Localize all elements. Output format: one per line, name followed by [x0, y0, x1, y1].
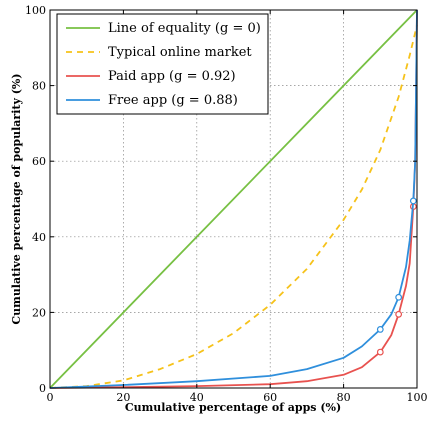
series-marker-3 — [376, 326, 384, 333]
y-tick-label: 100 — [25, 4, 46, 17]
y-axis-title: Cumulative percentage of popularity (%) — [10, 73, 23, 324]
series-marker-3 — [409, 197, 417, 205]
x-tick-label: 20 — [116, 391, 130, 404]
plot-frame — [49, 9, 418, 389]
x-tick-label: 0 — [47, 391, 54, 404]
series-marker-2 — [395, 310, 403, 318]
ticks — [49, 9, 418, 389]
series-layer — [49, 9, 418, 389]
legend-label-2: Paid app (g = 0.92) — [108, 69, 236, 84]
legend-label-1: Typical online market — [108, 45, 252, 60]
series-line-1 — [49, 24, 418, 389]
x-tick-label: 40 — [190, 391, 204, 404]
series-marker-2 — [376, 348, 384, 356]
x-tick-label: 60 — [263, 391, 277, 404]
legend-label-3: Free app (g = 0.88) — [108, 93, 238, 108]
legend-box — [56, 13, 269, 115]
legend: Line of equality (g = 0) Typical online m… — [56, 13, 269, 115]
y-tick-label: 20 — [32, 306, 46, 319]
x-axis-title: Cumulative percentage of apps (%) — [125, 401, 341, 414]
series-marker-3 — [395, 293, 403, 301]
x-tick-label: 100 — [407, 391, 427, 404]
series-line-0 — [49, 9, 418, 389]
y-tick-label: 60 — [32, 155, 46, 168]
y-tick-label: 0 — [39, 382, 46, 395]
tick-labels: 0 20 40 60 80 100 0 20 40 60 80 100 — [25, 4, 427, 404]
y-tick-label: 80 — [32, 80, 46, 93]
x-tick-label: 80 — [337, 391, 351, 404]
y-tick-label: 40 — [32, 231, 46, 244]
legend-label-0: Line of equality (g = 0) — [108, 21, 261, 36]
